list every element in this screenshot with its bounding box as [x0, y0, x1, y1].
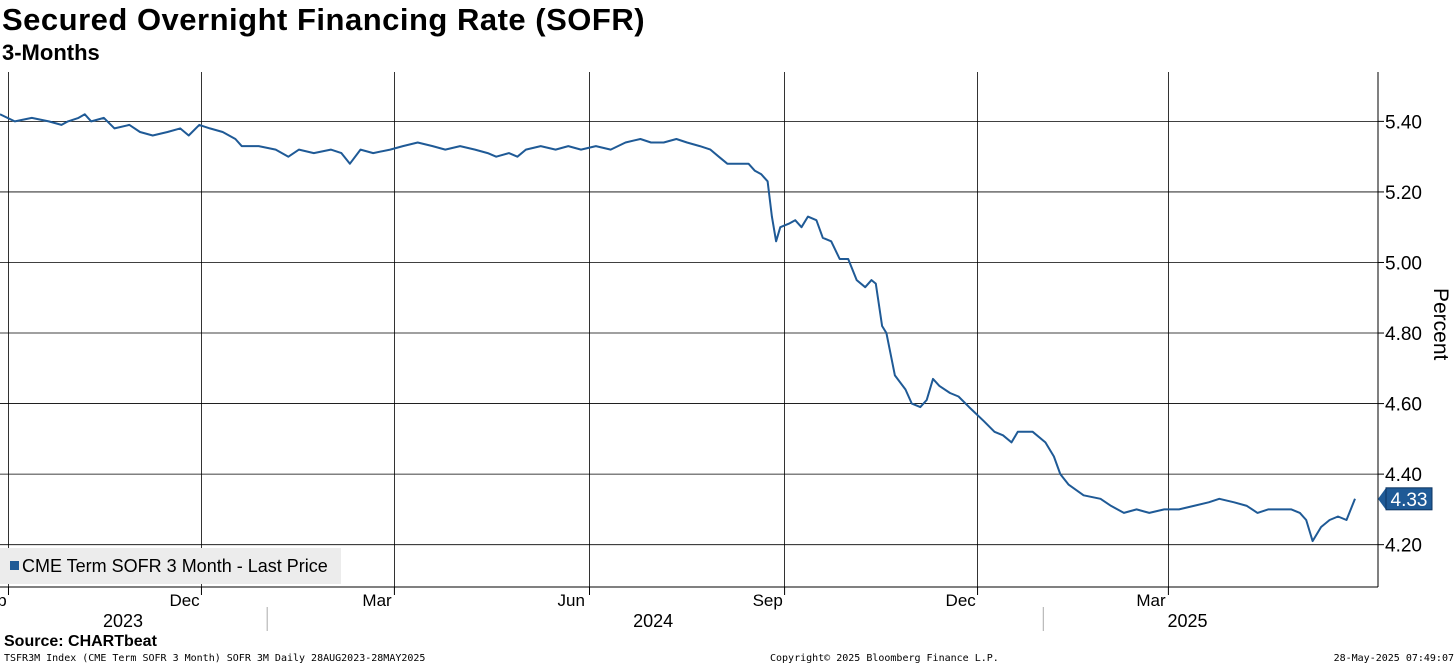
x-tick-label: Sep: [753, 591, 783, 610]
x-tick-label: Dec: [946, 591, 977, 610]
year-label: 2024: [633, 611, 673, 631]
chart-title: Secured Overnight Financing Rate (SOFR): [2, 2, 646, 37]
y-tick-label: 5.40: [1385, 112, 1422, 133]
legend-label: CME Term SOFR 3 Month - Last Price: [22, 556, 328, 576]
x-tick-label: Mar: [362, 591, 392, 610]
series-line: [0, 113, 1356, 543]
y-tick-label: 4.20: [1385, 536, 1422, 557]
y-tick-label: 5.20: [1385, 183, 1422, 204]
legend-box: [0, 548, 341, 584]
x-tick-label: Mar: [1136, 591, 1166, 610]
legend-swatch: [10, 561, 19, 570]
y-tick-label: 4.60: [1385, 395, 1422, 416]
y-tick-label: 4.80: [1385, 324, 1422, 345]
index-info: TSFR3M Index (CME Term SOFR 3 Month) SOF…: [4, 653, 426, 664]
copyright-note: Copyright© 2025 Bloomberg Finance L.P.: [770, 653, 999, 664]
y-tick-label: 4.40: [1385, 465, 1422, 486]
last-value-badge: [1385, 487, 1433, 511]
y-tick-label: 5.00: [1385, 253, 1422, 274]
x-tick-label: Jun: [557, 591, 584, 610]
last-value-label: 4.33: [1391, 490, 1428, 511]
timestamp: 28-May-2025 07:49:07: [1333, 653, 1454, 664]
y-axis-title: Percent: [1429, 288, 1452, 361]
source-note: Source: CHARTbeat: [4, 633, 157, 650]
last-value-pointer: [1378, 487, 1386, 510]
x-tick-label: Sep: [0, 591, 7, 610]
chart-subtitle: 3-Months: [2, 40, 100, 65]
x-tick-label: Dec: [169, 591, 200, 610]
year-label: 2025: [1167, 611, 1207, 631]
year-label: 2023: [103, 611, 143, 631]
